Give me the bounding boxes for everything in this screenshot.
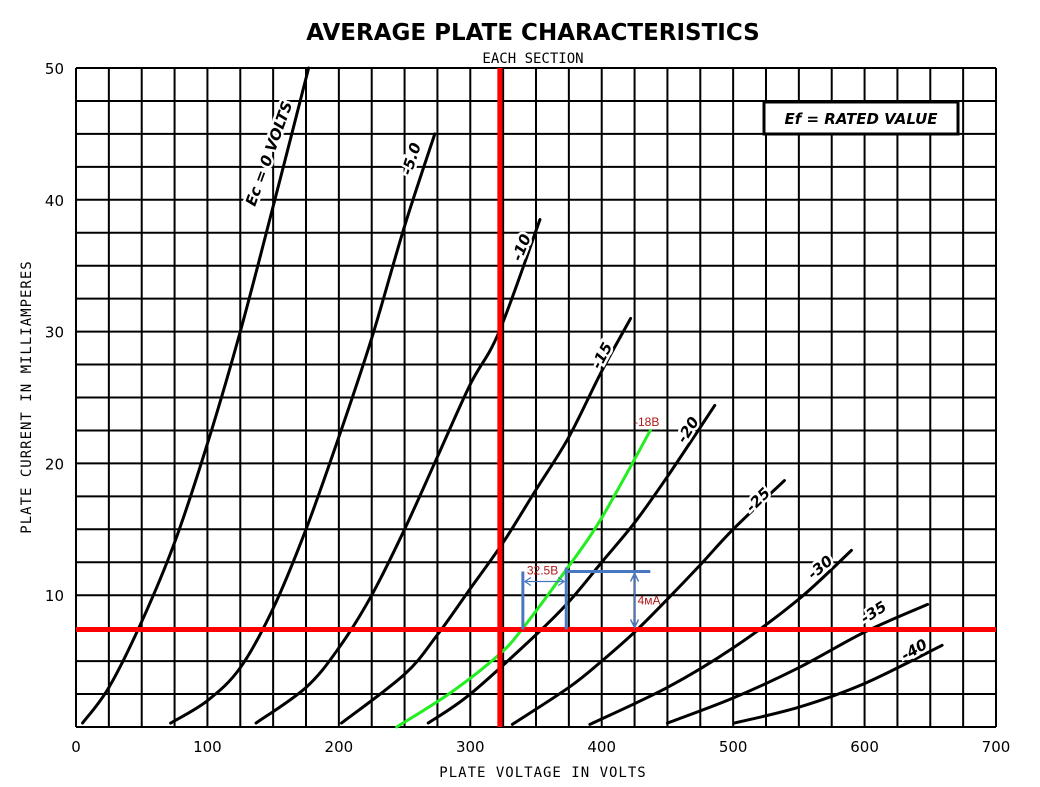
y-tick-label: 40 bbox=[45, 192, 64, 210]
curve-label: -18В bbox=[634, 415, 659, 429]
curve-Ecminus-40 bbox=[732, 643, 944, 725]
curve-label: -10 bbox=[508, 232, 535, 264]
curve-Ecminus-25 bbox=[510, 479, 786, 726]
x-tick-label: 500 bbox=[719, 738, 748, 756]
curve-label: -20 bbox=[673, 414, 703, 447]
annotations: 32.5В 4мА bbox=[76, 68, 996, 727]
x-tick-label: 700 bbox=[982, 738, 1011, 756]
delta-v-arrow bbox=[523, 576, 566, 586]
curve-Ec0 bbox=[81, 66, 311, 725]
x-tick-label: 200 bbox=[325, 738, 354, 756]
delta-i-label: 4мА bbox=[638, 593, 661, 607]
x-tick-label: 100 bbox=[193, 738, 222, 756]
grid bbox=[75, 67, 997, 728]
legend-text: Ef = RATED VALUE bbox=[784, 110, 938, 128]
curve-label: -15 bbox=[588, 339, 617, 371]
curve-Ecminus-15 bbox=[339, 316, 633, 725]
x-tick-label: 600 bbox=[850, 738, 879, 756]
legend-frame bbox=[762, 100, 960, 136]
chart-subtitle: EACH SECTION bbox=[482, 51, 583, 67]
curve-Ecminus-20 bbox=[426, 403, 717, 725]
curve-label: -40 bbox=[898, 635, 930, 664]
y-axis-label: PLATE CURRENT IN MILLIAMPERES bbox=[19, 260, 35, 533]
x-tick-label: 300 bbox=[456, 738, 485, 756]
curve-label: -25 bbox=[742, 484, 774, 516]
curve-Ecminus-5 bbox=[169, 132, 437, 725]
x-tick-label: 0 bbox=[71, 738, 81, 756]
curve-Ecminus-35 bbox=[665, 602, 930, 725]
y-tick-label: 30 bbox=[45, 324, 64, 342]
legend-box: Ef = RATED VALUE bbox=[762, 100, 960, 136]
tick-labels: 0 100 200 300 400 500 600 700 10 20 30 40 50 bbox=[45, 60, 1010, 756]
delta-v-label: 32.5В bbox=[527, 563, 558, 577]
curves bbox=[81, 66, 944, 729]
y-tick-label: 50 bbox=[45, 60, 64, 78]
x-tick-label: 400 bbox=[587, 738, 616, 756]
y-tick-label: 10 bbox=[45, 587, 64, 605]
delta-i-arrow bbox=[629, 571, 640, 630]
chart-title: AVERAGE PLATE CHARACTERISTICS bbox=[306, 20, 759, 46]
curve-Ecminus-18 bbox=[395, 428, 652, 729]
y-tick-label: 20 bbox=[45, 455, 64, 473]
x-axis-label: PLATE VOLTAGE IN VOLTS bbox=[439, 765, 646, 781]
curve-Ecminus-30 bbox=[588, 548, 853, 726]
